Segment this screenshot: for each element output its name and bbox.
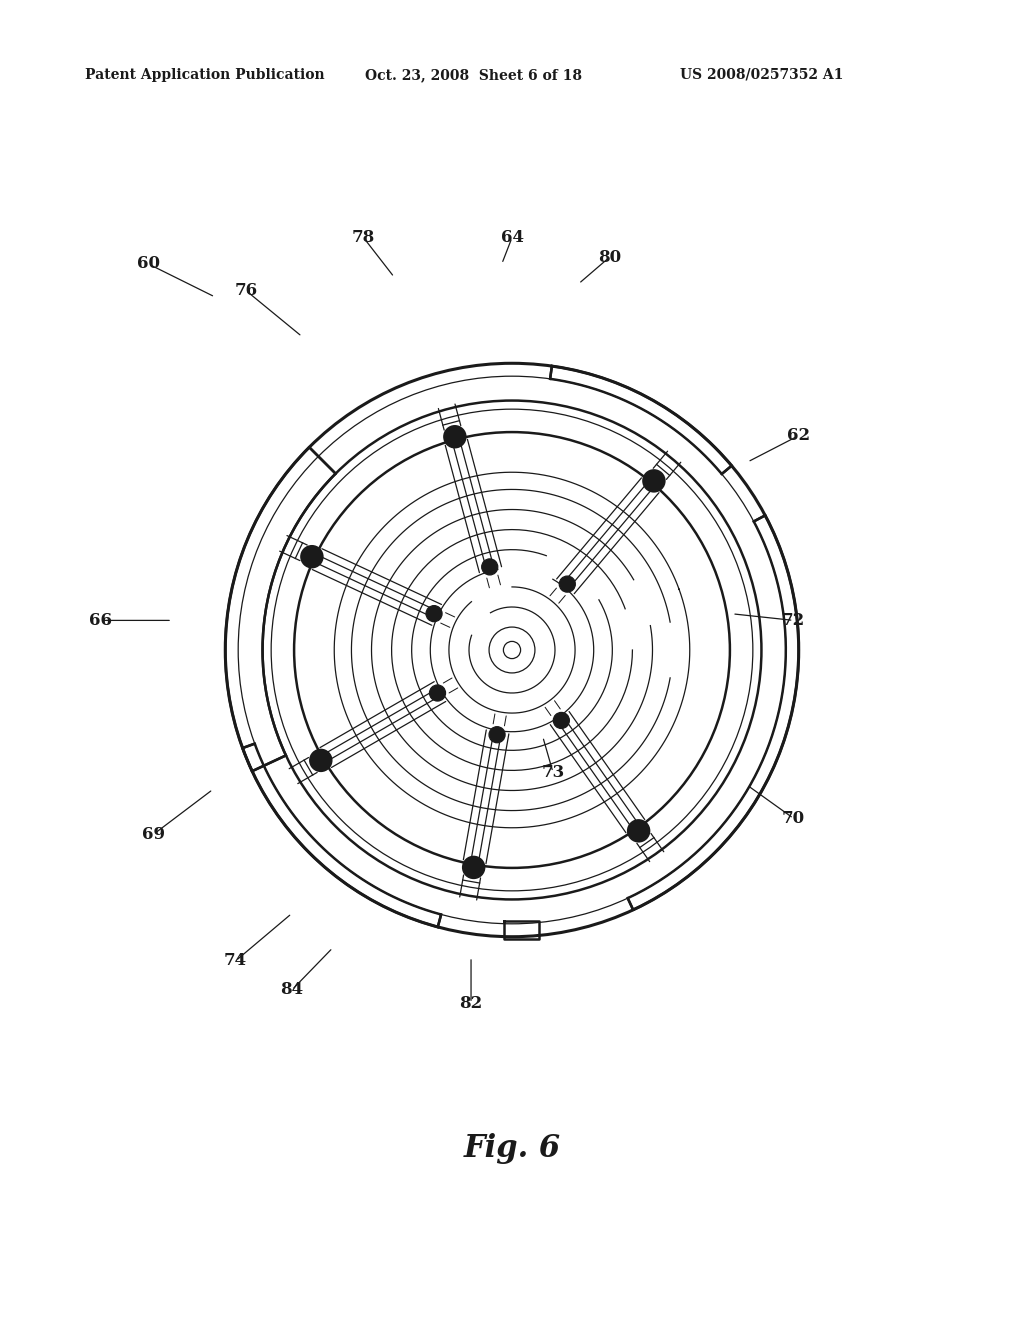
Circle shape: [559, 576, 575, 593]
Circle shape: [481, 558, 498, 576]
Text: 82: 82: [460, 995, 482, 1011]
Text: 78: 78: [352, 230, 375, 246]
Circle shape: [489, 727, 505, 743]
Circle shape: [444, 426, 466, 447]
Text: 84: 84: [281, 982, 303, 998]
Text: US 2008/0257352 A1: US 2008/0257352 A1: [680, 69, 844, 82]
Text: 74: 74: [224, 953, 247, 969]
Text: 72: 72: [782, 612, 805, 628]
Text: 73: 73: [542, 764, 564, 780]
Circle shape: [643, 470, 665, 492]
Circle shape: [429, 685, 445, 701]
Circle shape: [463, 857, 484, 878]
Text: 60: 60: [137, 256, 160, 272]
Text: Oct. 23, 2008  Sheet 6 of 18: Oct. 23, 2008 Sheet 6 of 18: [365, 69, 582, 82]
Text: 80: 80: [598, 249, 621, 265]
Text: Patent Application Publication: Patent Application Publication: [85, 69, 325, 82]
Text: 66: 66: [89, 612, 112, 628]
Text: 62: 62: [787, 428, 810, 444]
Circle shape: [553, 713, 569, 729]
Text: 64: 64: [501, 230, 523, 246]
Circle shape: [426, 606, 442, 622]
Text: 69: 69: [142, 826, 165, 842]
Circle shape: [310, 750, 332, 771]
Text: 70: 70: [782, 810, 805, 826]
Circle shape: [301, 545, 323, 568]
Text: Fig. 6: Fig. 6: [464, 1133, 560, 1164]
Circle shape: [628, 820, 649, 842]
Text: 76: 76: [234, 282, 257, 298]
